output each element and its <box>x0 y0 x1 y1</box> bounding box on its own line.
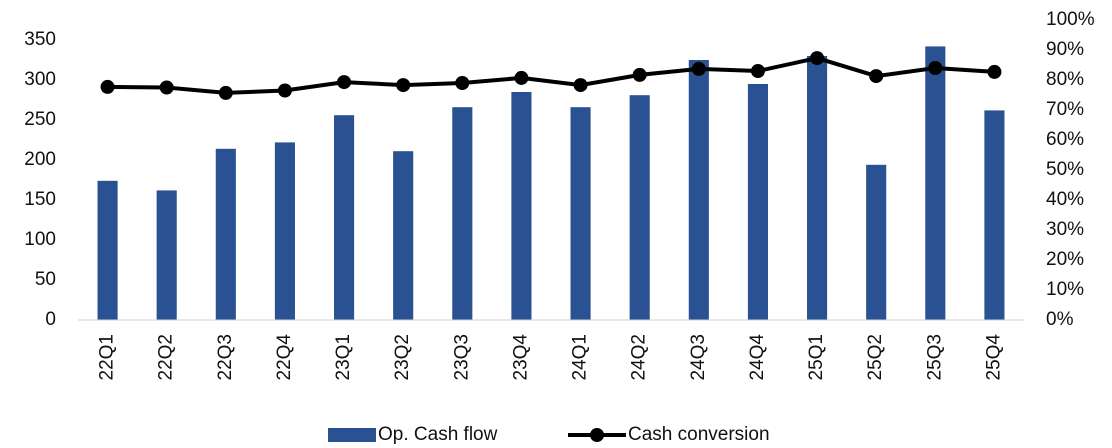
x-tick-label: 23Q2 <box>392 334 413 380</box>
bar <box>511 92 532 320</box>
line-marker <box>159 80 174 95</box>
x-tick-label: 23Q3 <box>451 334 472 380</box>
bar <box>393 151 414 320</box>
bar <box>97 180 118 320</box>
line-marker <box>869 69 884 84</box>
line-marker <box>455 76 470 90</box>
line-marker <box>928 61 943 75</box>
line-marker <box>396 78 411 93</box>
bar <box>570 107 591 320</box>
bar <box>274 142 295 320</box>
legend-label: Op. Cash flow <box>378 424 498 445</box>
y2-tick-label: 30% <box>1046 219 1084 240</box>
line-marker <box>691 61 706 76</box>
y2-tick-label: 90% <box>1046 39 1084 60</box>
bar <box>688 60 709 320</box>
x-tick-label: 22Q4 <box>274 334 295 381</box>
legend-marker <box>590 428 604 442</box>
x-tick-label: 22Q1 <box>97 334 118 380</box>
line-marker <box>100 79 115 94</box>
y-tick-label: 50 <box>35 269 56 290</box>
x-tick-label: 24Q3 <box>688 334 709 380</box>
line-marker <box>337 75 352 90</box>
line-marker <box>573 78 588 93</box>
line-marker <box>632 67 647 82</box>
bar <box>925 46 946 321</box>
legend-swatch <box>328 428 376 442</box>
x-tick-label: 22Q2 <box>156 334 177 380</box>
y-tick-label: 350 <box>24 29 56 50</box>
bar <box>452 107 473 320</box>
x-tick-label: 22Q3 <box>215 334 236 380</box>
line-marker <box>514 70 529 85</box>
bar <box>334 115 355 320</box>
y2-tick-label: 70% <box>1046 99 1084 120</box>
y2-tick-label: 10% <box>1046 279 1084 300</box>
line-marker <box>750 64 765 78</box>
bar <box>807 56 828 320</box>
x-tick-label: 25Q2 <box>865 334 886 380</box>
y-tick-label: 150 <box>24 189 56 210</box>
y-tick-label: 100 <box>24 229 56 250</box>
y-tick-label: 200 <box>24 149 56 170</box>
x-tick-label: 23Q1 <box>333 334 354 380</box>
line <box>107 56 995 95</box>
x-tick-label: 24Q4 <box>747 334 768 381</box>
y-tick-label: 0 <box>45 309 56 330</box>
y2-tick-label: 0% <box>1046 309 1074 330</box>
legend-label: Cash conversion <box>628 424 770 445</box>
x-tick-label: 24Q2 <box>629 334 650 380</box>
bar <box>215 148 236 320</box>
y2-tick-label: 40% <box>1046 189 1084 210</box>
y2-tick-label: 20% <box>1046 249 1084 270</box>
line-marker <box>277 83 292 98</box>
x-tick-label: 25Q4 <box>983 334 1004 381</box>
x-tick-label: 24Q1 <box>570 334 591 380</box>
bar <box>984 110 1005 321</box>
bar <box>629 95 650 320</box>
x-tick-label: 25Q1 <box>806 334 827 380</box>
line-marker <box>218 85 233 100</box>
y-tick-label: 300 <box>24 69 56 90</box>
y2-tick-label: 100% <box>1046 9 1095 30</box>
y2-tick-label: 50% <box>1046 159 1084 180</box>
y2-tick-label: 80% <box>1046 69 1084 90</box>
line-marker <box>987 64 1002 79</box>
y-tick-label: 250 <box>24 109 56 130</box>
y2-tick-label: 60% <box>1046 129 1084 150</box>
bar <box>866 164 887 320</box>
bar <box>747 84 768 320</box>
x-tick-label: 25Q3 <box>924 334 945 380</box>
bar <box>156 190 177 320</box>
x-tick-label: 23Q4 <box>510 334 531 381</box>
line-marker <box>810 51 825 66</box>
